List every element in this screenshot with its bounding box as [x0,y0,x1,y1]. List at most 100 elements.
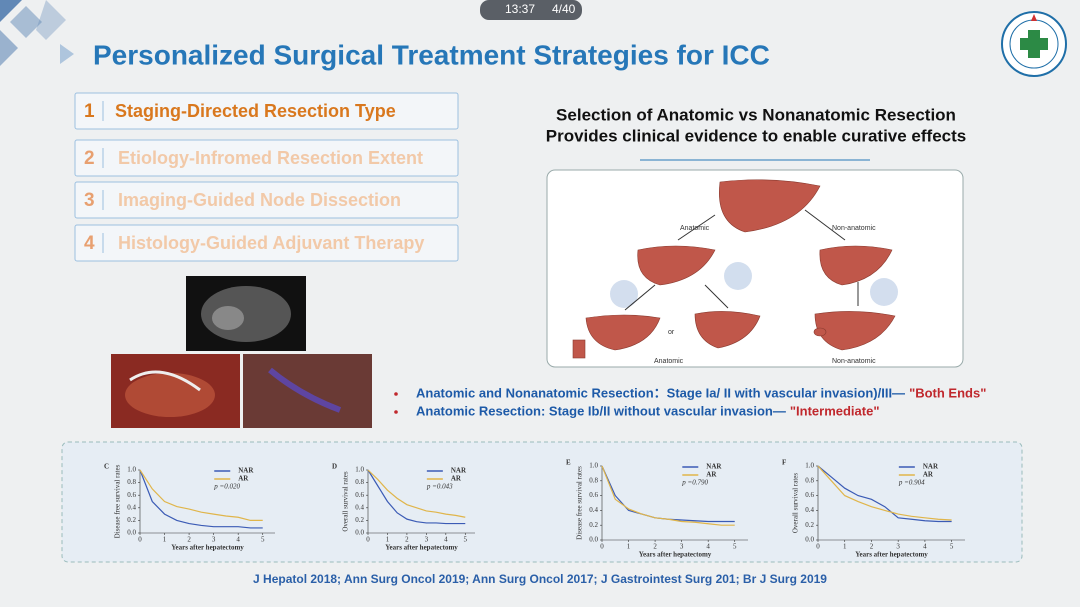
x-tick-label: 2 [187,536,191,544]
menu-label: Etiology-Infromed Resection Extent [118,148,423,168]
x-tick-label: 1 [843,543,847,551]
y-tick-label: 0.2 [127,516,136,524]
x-tick-label: 4 [444,536,448,544]
y-axis-label: Disease free survival rates [576,466,584,540]
menu-item [74,224,459,262]
legend-label: NAR [923,463,939,471]
menu-item [74,139,459,177]
y-tick-label: 0.4 [589,506,598,514]
x-tick-label: 1 [627,543,631,551]
km-panel [61,441,1023,563]
menu-number: 1 [84,101,95,122]
status-page: 4/40 [552,2,576,16]
x-tick-label: 1 [386,536,390,544]
panel-letter: D [332,463,337,471]
y-axis-label: Overall survival rates [792,473,800,534]
x-tick-label: 5 [733,543,737,551]
km-plot: D 0.0 0.2 0.4 0.6 0.8 1.0 0 1 2 3 4 5 Years after hep… [332,463,475,552]
x-axis-label: Years after hepatectomy [639,551,712,559]
menu-number: 4 [84,233,95,254]
x-tick-label: 0 [600,543,604,551]
y-tick-label: 1.0 [355,466,364,474]
y-tick-label: 0.0 [805,536,814,544]
y-tick-label: 0.8 [589,476,598,484]
y-tick-label: 0.6 [805,491,814,499]
p-value: p =0.043 [426,483,453,491]
menu: 1 Staging-Directed Resection Type 2 Etiolog… [74,92,459,262]
figure-heading: Provides clinical evidence to enable cur… [546,126,966,145]
x-tick-label: 3 [680,543,684,551]
legend-label: NAR [451,467,467,475]
x-tick-label: 3 [425,536,429,544]
x-tick-label: 2 [870,543,874,551]
survival-curve [817,465,952,523]
x-tick-label: 4 [706,543,710,551]
y-tick-label: 0.8 [355,478,364,486]
bullet-dot [394,410,398,414]
status-pill [480,0,582,20]
y-tick-label: 0.6 [127,491,136,499]
km-plots: C 0.0 0.2 0.4 0.6 0.8 1.0 0 1 2 3 4 5 Years after hep… [104,459,965,559]
legend-label: AR [923,471,934,479]
x-tick-label: 2 [653,543,657,551]
y-axis-label: Disease free survival rates [114,464,122,538]
x-tick-label: 5 [950,543,954,551]
corner-decoration [0,0,74,66]
panel-letter: F [782,459,786,467]
p-value: p =0.020 [213,483,240,491]
y-tick-label: 0.4 [127,503,136,511]
x-tick-label: 4 [236,536,240,544]
legend-label: AR [451,475,462,483]
menu-number: 2 [84,148,95,169]
diagram-label: Anatomic [654,358,684,365]
x-tick-label: 0 [138,536,142,544]
menu-item [74,181,459,219]
y-tick-label: 0.0 [589,536,598,544]
menu-number: 3 [84,190,95,211]
legend-label: NAR [706,463,722,471]
y-tick-label: 0.4 [355,503,364,511]
diagram-label: Non-anatomic [832,225,876,232]
panel-letter: C [104,463,109,471]
y-tick-label: 0.6 [355,491,364,499]
x-tick-label: 5 [261,536,265,544]
y-tick-label: 0.2 [805,521,814,529]
x-axis-label: Years after hepatectomy [855,551,928,559]
km-plot: E 0.0 0.2 0.4 0.6 0.8 1.0 0 1 2 3 4 5 Years after hep… [566,459,748,559]
figure-heading: Selection of Anatomic vs Nonanatomic Res… [556,105,956,124]
clinical-images [111,276,372,428]
bullet-text: Anatomic and Nonanatomic Resection：Stage… [416,385,905,400]
x-tick-label: 2 [405,536,409,544]
bullets: Anatomic and Nonanatomic Resection：Stage… [394,385,986,418]
diagram-label: or [668,329,675,336]
menu-label: Histology-Guided Adjuvant Therapy [118,233,424,253]
y-tick-label: 0.8 [127,478,136,486]
y-tick-label: 1.0 [127,466,136,474]
x-axis-label: Years after hepatectomy [171,544,244,552]
menu-label: Imaging-Guided Node Dissection [118,190,401,210]
p-value: p =0.904 [898,479,925,487]
survival-curve [139,469,263,529]
km-plot: F 0.0 0.2 0.4 0.6 0.8 1.0 0 1 2 3 4 5 Years after hep… [782,459,965,559]
x-tick-label: 3 [896,543,900,551]
x-tick-label: 4 [923,543,927,551]
bullet-emphasis: "Intermediate" [790,403,880,418]
bullet-text: Anatomic Resection: Stage Ib/II without … [416,403,786,418]
y-tick-label: 0.0 [127,529,136,537]
survival-curve [367,469,466,525]
panel-letter: E [566,459,571,467]
survival-curve [367,469,466,518]
p-value: p =0.790 [681,479,708,487]
slide-title: Personalized Surgical Treatment Strategi… [93,39,770,70]
km-plot: C 0.0 0.2 0.4 0.6 0.8 1.0 0 1 2 3 4 5 Years after hep… [104,463,275,552]
y-tick-label: 0.0 [355,529,364,537]
x-axis-label: Years after hepatectomy [385,544,458,552]
bullet-emphasis: "Both Ends" [909,385,986,400]
resection-diagram: Anatomic Non-anatomic or Anatomic Non-an… [546,169,964,368]
menu-item [74,92,459,130]
y-tick-label: 0.4 [805,506,814,514]
legend-label: NAR [238,467,254,475]
x-tick-label: 1 [163,536,167,544]
y-tick-label: 0.6 [589,491,598,499]
